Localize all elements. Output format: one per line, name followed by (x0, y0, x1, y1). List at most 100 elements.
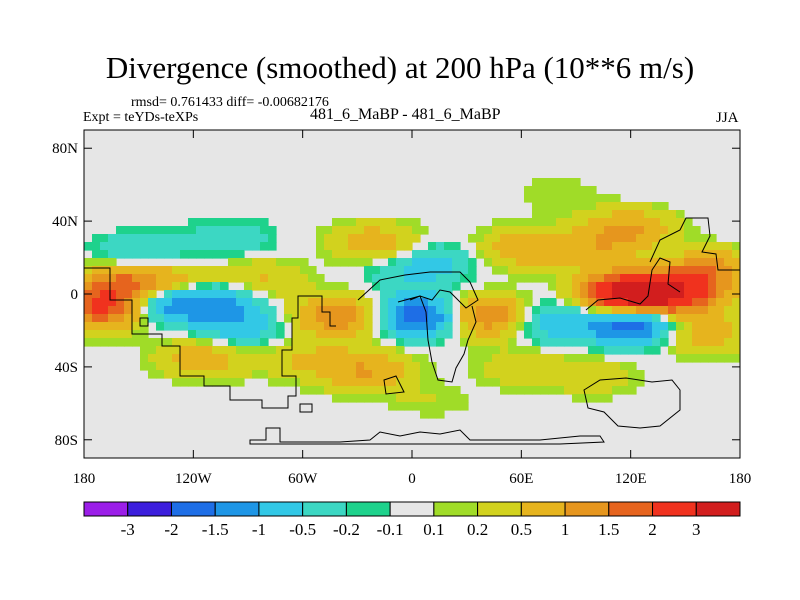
field-cell (252, 242, 261, 251)
field-cell (692, 234, 701, 243)
field-cell (652, 266, 661, 275)
colorbar-label: -1.5 (202, 520, 229, 539)
field-cell (476, 250, 485, 259)
field-cell (580, 274, 589, 283)
field-cell (524, 258, 533, 267)
field-cell (460, 322, 469, 331)
field-cell (260, 242, 269, 251)
field-cell (196, 306, 205, 315)
field-cell (276, 346, 285, 355)
field-cell (452, 258, 461, 267)
field-cell (460, 314, 469, 323)
field-cell (396, 370, 405, 379)
field-cell (596, 250, 605, 259)
field-cell (620, 370, 629, 379)
field-cell (388, 322, 397, 331)
field-cell (260, 266, 269, 275)
field-cell (340, 258, 349, 267)
field-cell (260, 314, 269, 323)
field-cell (508, 218, 517, 227)
field-cell (356, 346, 365, 355)
field-cell (412, 394, 421, 403)
field-cell (364, 266, 373, 275)
field-cell (620, 322, 629, 331)
field-cell (516, 242, 525, 251)
field-cell (668, 306, 677, 315)
field-cell (484, 250, 493, 259)
field-cell (572, 250, 581, 259)
x-tick-label: 60E (509, 471, 533, 487)
field-cell (164, 290, 173, 299)
field-cell (692, 306, 701, 315)
field-cell (540, 362, 549, 371)
field-cell (476, 346, 485, 355)
field-cell (388, 330, 397, 339)
field-cell (732, 258, 740, 267)
field-cell (500, 282, 509, 291)
colorbar-swatch (214, 501, 260, 517)
field-cell (84, 330, 93, 339)
field-cell (428, 306, 437, 315)
field-cell (324, 378, 333, 387)
field-cell (204, 282, 213, 291)
field-cell (100, 322, 109, 331)
field-cell (268, 362, 277, 371)
field-cell (524, 362, 533, 371)
field-cell (316, 378, 325, 387)
colorbar-label: -0.5 (289, 520, 316, 539)
field-cell (588, 386, 597, 395)
coastline-australia (583, 377, 681, 429)
field-cell (484, 378, 493, 387)
field-cell (412, 274, 421, 283)
field-cell (380, 330, 389, 339)
field-cell (540, 298, 549, 307)
field-cell (276, 354, 285, 363)
field-cell (620, 226, 629, 235)
field-cell (380, 370, 389, 379)
field-cell (708, 298, 717, 307)
field-cell (300, 346, 309, 355)
field-cell (228, 266, 237, 275)
field-cell (436, 386, 445, 395)
field-cell (628, 314, 637, 323)
field-cell (652, 306, 661, 315)
field-cell (188, 330, 197, 339)
field-cell (572, 394, 581, 403)
field-cell (108, 242, 117, 251)
field-cell (524, 290, 533, 299)
divergence-field (84, 178, 740, 419)
field-cell (228, 362, 237, 371)
field-cell (372, 234, 381, 243)
coastline-africa (397, 295, 477, 383)
field-cell (620, 202, 629, 211)
field-cell (540, 274, 549, 283)
field-cell (508, 274, 517, 283)
field-cell (612, 370, 621, 379)
field-cell (428, 314, 437, 323)
field-cell (268, 274, 277, 283)
field-cell (364, 218, 373, 227)
field-cell (468, 314, 477, 323)
field-cell (636, 234, 645, 243)
field-cell (412, 370, 421, 379)
field-cell (532, 266, 541, 275)
field-cell (148, 234, 157, 243)
field-cell (156, 370, 165, 379)
field-cell (596, 362, 605, 371)
field-cell (484, 314, 493, 323)
field-cell (492, 226, 501, 235)
field-cell (396, 266, 405, 275)
field-cell (196, 362, 205, 371)
field-cell (84, 274, 93, 283)
colorbar-label: 2 (648, 520, 657, 539)
field-cell (572, 186, 581, 195)
field-cell (148, 362, 157, 371)
colorbar-swatch (652, 501, 697, 517)
colorbar-label: 3 (692, 520, 701, 539)
field-cell (412, 322, 421, 331)
field-cell (724, 338, 733, 347)
field-cell (636, 202, 645, 211)
field-cell (532, 330, 541, 339)
field-cell (700, 266, 709, 275)
field-cell (556, 234, 565, 243)
